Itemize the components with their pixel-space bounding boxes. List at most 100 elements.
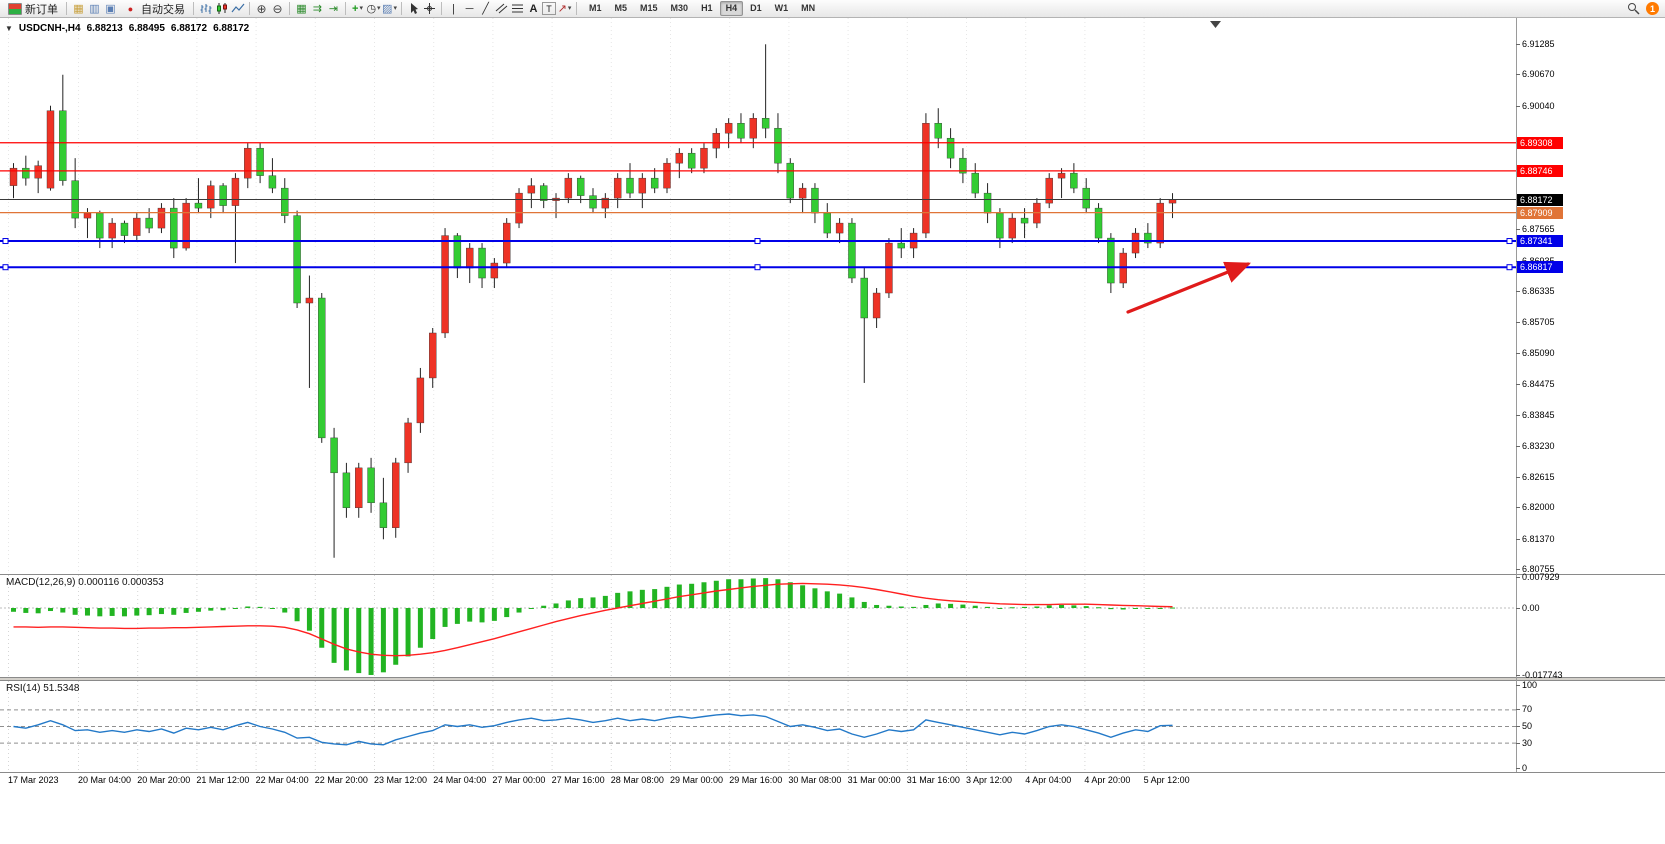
new-order-icon: [8, 2, 22, 15]
separator: [441, 2, 442, 15]
timeframe-H1[interactable]: H1: [701, 3, 713, 13]
time-axis-label: 27 Mar 16:00: [551, 775, 605, 785]
horizontal-line-icon[interactable]: ─: [465, 2, 474, 15]
timeframe-M30[interactable]: M30: [670, 3, 689, 13]
price-scale-border: [1516, 18, 1517, 772]
time-axis-label: 23 Mar 12:00: [374, 775, 428, 785]
rsi-axis-label: 0: [1515, 762, 1528, 773]
templates-button[interactable]: ▨ ▾: [382, 2, 397, 15]
periods-button[interactable]: ◷ ▾: [366, 2, 381, 15]
text-label-icon[interactable]: T: [542, 2, 556, 15]
price-tick-label: 6.82000: [1516, 502, 1555, 513]
timeframe-group: M1 M5 M15 M30 H1 H4 D1 W1 MN: [583, 1, 821, 16]
rsi-axis-label: 100: [1515, 679, 1538, 690]
trendline-icon[interactable]: ╱: [482, 2, 489, 15]
time-axis-label: 27 Mar 00:00: [492, 775, 546, 785]
notification-badge[interactable]: 1: [1646, 2, 1659, 15]
auto-scroll-icon[interactable]: ⇉: [312, 2, 323, 15]
arrows-tool-button[interactable]: ↗ ▾: [557, 2, 572, 15]
rsi-label: RSI(14) 51.5348: [6, 683, 80, 694]
panel-splitter[interactable]: [0, 574, 1665, 575]
time-axis-label: 17 Mar 2023: [8, 775, 59, 785]
indicators-button[interactable]: + ▾: [352, 2, 363, 15]
text-icon[interactable]: A: [529, 2, 538, 15]
timeframe-M1[interactable]: M1: [589, 3, 602, 13]
zoom-out-icon[interactable]: ⊖: [272, 1, 283, 16]
crosshair-icon[interactable]: [422, 2, 437, 16]
vertical-line-icon[interactable]: |: [452, 2, 455, 15]
time-axis-label: 31 Mar 00:00: [847, 775, 901, 785]
timeframe-M15[interactable]: M15: [640, 3, 658, 13]
chevron-down-icon: ▾: [567, 4, 572, 12]
separator: [289, 2, 290, 15]
ohlc-low: 6.88172: [170, 23, 208, 34]
time-axis-label: 3 Apr 12:00: [966, 775, 1013, 785]
navigator-icon[interactable]: ▣: [105, 2, 116, 15]
data-window-icon[interactable]: ▥: [89, 2, 100, 15]
price-badge-6.89308: 6.89308: [1517, 136, 1563, 149]
separator: [401, 2, 402, 15]
ohlc-high: 6.88495: [128, 23, 165, 34]
timeframe-H4[interactable]: H4: [719, 1, 744, 16]
tile-windows-icon[interactable]: ▦: [296, 2, 307, 15]
rsi-panel[interactable]: [0, 681, 1516, 772]
time-axis-label: 24 Mar 04:00: [433, 775, 487, 785]
time-axis-label: 20 Mar 04:00: [78, 775, 132, 785]
macd-label: MACD(12,26,9) 0.000116 0.000353: [6, 577, 164, 588]
time-axis-label: 5 Apr 12:00: [1143, 775, 1190, 785]
price-tick-label: 6.91285: [1516, 38, 1555, 49]
zoom-in-icon[interactable]: ⊕: [256, 1, 267, 16]
chevron-down-icon: ▾: [359, 4, 363, 12]
price-tick-label: 6.83230: [1516, 440, 1555, 451]
toolbar-right: 1: [1626, 2, 1661, 16]
price-tick-label: 6.82615: [1516, 471, 1555, 482]
macd-histogram: [11, 578, 1176, 675]
new-order-button[interactable]: 新订单: [4, 1, 62, 16]
search-icon[interactable]: [1626, 2, 1641, 16]
ohlc-close: 6.88172: [213, 23, 250, 34]
rsi-line: [13, 713, 1173, 746]
ohlc-open: 6.88213: [86, 23, 123, 34]
symbol-period-label: USDCNH-,H4: [18, 23, 81, 34]
cursor-icon[interactable]: [406, 2, 421, 16]
auto-trading-label: 自动交易: [141, 3, 185, 16]
time-axis-label: 20 Mar 20:00: [137, 775, 191, 785]
price-badge-6.86817: 6.86817: [1517, 261, 1563, 274]
price-tick-label: 6.84475: [1516, 378, 1555, 389]
collapse-subwindow-icon[interactable]: ▼: [5, 24, 13, 33]
rsi-axis-label: 50: [1515, 721, 1533, 731]
auto-trading-button[interactable]: ● 自动交易: [119, 1, 189, 16]
timeframe-MN[interactable]: MN: [801, 3, 816, 13]
price-chart[interactable]: [0, 18, 1516, 575]
price-badge-6.88746: 6.88746: [1517, 164, 1563, 177]
panel-splitter[interactable]: [0, 677, 1665, 681]
price-tick-label: 6.85705: [1516, 317, 1555, 328]
bar-chart-icon[interactable]: [198, 2, 213, 16]
fibonacci-icon[interactable]: [510, 2, 525, 16]
macd-panel[interactable]: [0, 575, 1516, 677]
timeframe-W1[interactable]: W1: [774, 3, 789, 13]
time-axis-label: 4 Apr 20:00: [1084, 775, 1131, 785]
auto-trading-icon: ●: [127, 3, 134, 14]
separator: [576, 2, 577, 15]
price-tick-label: 6.81370: [1516, 533, 1555, 544]
price-badge-6.87909: 6.87909: [1517, 206, 1563, 219]
market-watch-icon[interactable]: ▦: [73, 2, 84, 15]
separator: [345, 2, 346, 15]
equidistant-channel-icon[interactable]: [494, 2, 509, 16]
candles: [9, 44, 1177, 558]
timeframe-M5[interactable]: M5: [614, 3, 628, 13]
line-chart-icon[interactable]: [230, 2, 245, 16]
chart-shift-icon[interactable]: ⇥: [328, 2, 339, 15]
separator: [249, 2, 250, 15]
price-tick-label: 6.90040: [1516, 100, 1555, 111]
macd-axis-label: 0.007929: [1516, 572, 1560, 583]
timeframe-D1[interactable]: D1: [750, 3, 762, 13]
new-order-label: 新订单: [25, 3, 58, 16]
candlestick-chart-icon[interactable]: [214, 2, 229, 16]
rsi-axis-label: 70: [1515, 704, 1533, 715]
price-tick-label: 6.83845: [1516, 410, 1555, 421]
panel-splitter: [0, 772, 1665, 773]
rsi-axis-label: 30: [1515, 737, 1533, 748]
